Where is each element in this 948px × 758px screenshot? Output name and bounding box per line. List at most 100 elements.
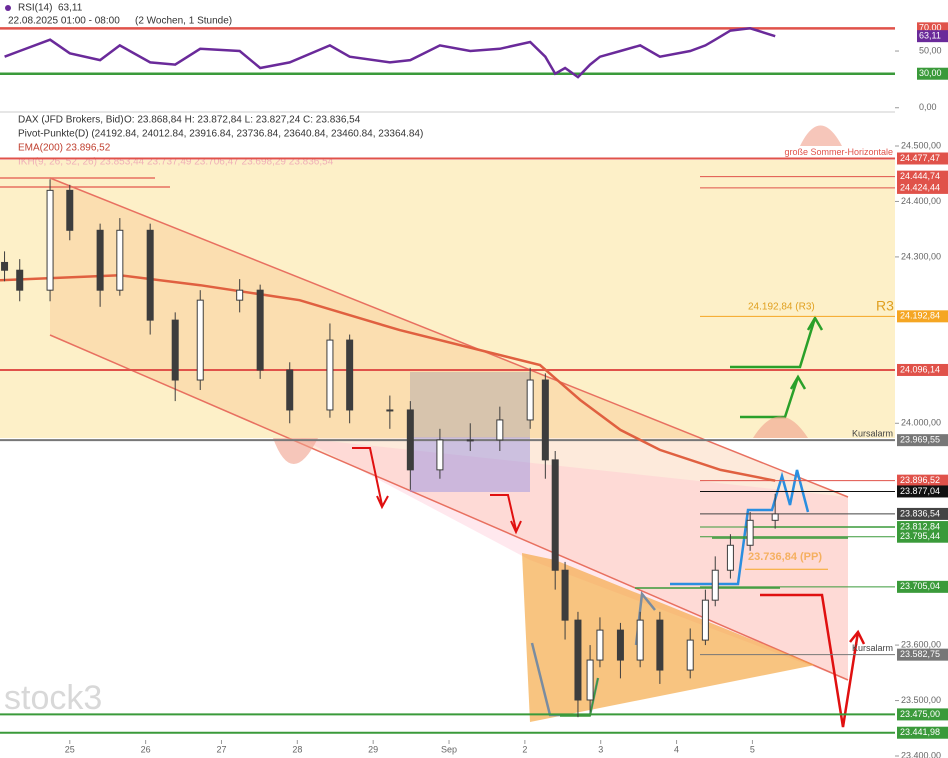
level-label: 23.441,98 bbox=[900, 727, 940, 737]
level-label: 23.969,55 bbox=[900, 435, 940, 445]
candle-body bbox=[116, 229, 124, 291]
y-tick-label: 24.300,00 bbox=[901, 251, 941, 261]
x-tick-label: 26 bbox=[141, 744, 151, 754]
candle-body bbox=[466, 439, 474, 442]
x-tick-label: 4 bbox=[674, 744, 679, 754]
candle-body bbox=[171, 319, 179, 381]
level-label: 24.477,47 bbox=[900, 153, 940, 163]
level-box bbox=[897, 474, 948, 487]
r3-text: 24.192,84 (R3) bbox=[748, 302, 815, 313]
candle-body bbox=[326, 339, 334, 411]
x-tick-label: 25 bbox=[65, 744, 75, 754]
y-tick-label: 24.000,00 bbox=[901, 418, 941, 428]
level-label: 23.705,04 bbox=[900, 581, 940, 591]
candle-body bbox=[146, 229, 154, 321]
candle-body bbox=[636, 619, 644, 661]
candle-body bbox=[541, 379, 549, 461]
x-tick-label: 2 bbox=[522, 744, 527, 754]
level-label: 24.444,74 bbox=[900, 171, 940, 181]
candle-body bbox=[771, 513, 779, 521]
top-marks bbox=[0, 177, 170, 188]
y-tick-label: 24.500,00 bbox=[901, 140, 941, 150]
level-box bbox=[897, 726, 948, 739]
level-label: 23.812,84 bbox=[900, 521, 940, 531]
ohlc: O: 23.868,84 H: 23.872,84 L: 23.827,24 C… bbox=[124, 115, 361, 126]
candle-body bbox=[236, 289, 244, 301]
level-box bbox=[897, 507, 948, 520]
candle-body bbox=[746, 519, 754, 546]
level-label: 23.582,75 bbox=[900, 649, 940, 659]
level-box bbox=[897, 181, 948, 194]
candle-body bbox=[436, 439, 444, 471]
level-note: große Sommer-Horizontale bbox=[784, 147, 893, 157]
candle-body bbox=[1, 261, 9, 271]
rsi-last-box bbox=[917, 30, 948, 43]
level-box bbox=[897, 521, 948, 534]
candle-body bbox=[46, 189, 54, 291]
candle-body bbox=[96, 229, 104, 291]
level-box bbox=[897, 648, 948, 661]
level-box bbox=[897, 152, 948, 165]
candle-body bbox=[551, 459, 559, 571]
candle-body bbox=[561, 569, 569, 621]
candle-body bbox=[346, 339, 354, 411]
x-tick-label: 5 bbox=[750, 744, 755, 754]
level-label: 23.475,00 bbox=[900, 709, 940, 719]
candle-body bbox=[726, 544, 734, 571]
level-box bbox=[897, 530, 948, 543]
candle-body bbox=[526, 379, 534, 421]
candle-body bbox=[596, 629, 604, 661]
rsi-icon bbox=[5, 5, 11, 11]
channel-top bbox=[49, 177, 849, 498]
red-arrow-head bbox=[849, 629, 866, 645]
level-box bbox=[897, 310, 948, 323]
ikh-label: IKH(9, 26, 52, 26) 23.853,44 23.737,49 2… bbox=[18, 157, 334, 168]
candle-body bbox=[286, 369, 294, 411]
level-box bbox=[897, 170, 948, 183]
candle-body bbox=[386, 409, 394, 412]
rsi-tick-label: 30,00 bbox=[919, 68, 942, 78]
candle-body bbox=[496, 419, 504, 441]
level-label: 23.836,54 bbox=[900, 508, 940, 518]
level-label: 23.877,04 bbox=[900, 486, 940, 496]
axis-bg bbox=[895, 0, 948, 758]
x-tick-label: Sep bbox=[441, 744, 457, 754]
y-tick-label: 24.400,00 bbox=[901, 196, 941, 206]
x-tick-label: 29 bbox=[368, 744, 378, 754]
channel-bottom bbox=[49, 334, 849, 681]
instrument: DAX (JFD Brokers, Bid) bbox=[18, 115, 124, 126]
x-tick-label: 27 bbox=[216, 744, 226, 754]
level-box bbox=[897, 434, 948, 447]
candle-body bbox=[656, 619, 664, 671]
rsi-line bbox=[4, 27, 776, 79]
level-note: Kursalarm bbox=[852, 429, 893, 439]
level-box bbox=[897, 485, 948, 498]
y-tick-label: 23.400,00 bbox=[901, 750, 941, 758]
rsi-last: 63,11 bbox=[58, 3, 83, 14]
ema-label: EMA(200) 23.896,52 bbox=[18, 143, 111, 154]
red-arrows bbox=[352, 447, 522, 535]
candle-body bbox=[574, 619, 582, 701]
channel bbox=[50, 178, 848, 680]
level-label: 24.192,84 bbox=[900, 311, 940, 321]
candle-body bbox=[196, 299, 204, 381]
pivot: Pivot-Punkte(D) (24192.84, 24012.84, 239… bbox=[18, 129, 423, 140]
y-tick-label: 23.500,00 bbox=[901, 695, 941, 705]
level-label: 24.424,44 bbox=[900, 182, 940, 192]
rsi-tick-label: 50,00 bbox=[919, 45, 942, 55]
level-label: 23.795,44 bbox=[900, 531, 940, 541]
candle-body bbox=[406, 409, 414, 471]
red-arrow bbox=[760, 593, 860, 728]
x-tick-label: 3 bbox=[598, 744, 603, 754]
pp-label: 23.736,84 (PP) bbox=[748, 551, 822, 563]
level-label: 24.096,14 bbox=[900, 364, 940, 374]
candle-body bbox=[616, 629, 624, 661]
rsi-last-label: 63,11 bbox=[919, 31, 941, 41]
blue-path bbox=[670, 469, 810, 586]
candle-body bbox=[256, 289, 264, 371]
candle-body bbox=[66, 189, 74, 231]
candle-body bbox=[711, 569, 719, 601]
candle-body bbox=[701, 599, 709, 641]
period: 22.08.2025 01:00 - 08:00 bbox=[8, 16, 120, 27]
